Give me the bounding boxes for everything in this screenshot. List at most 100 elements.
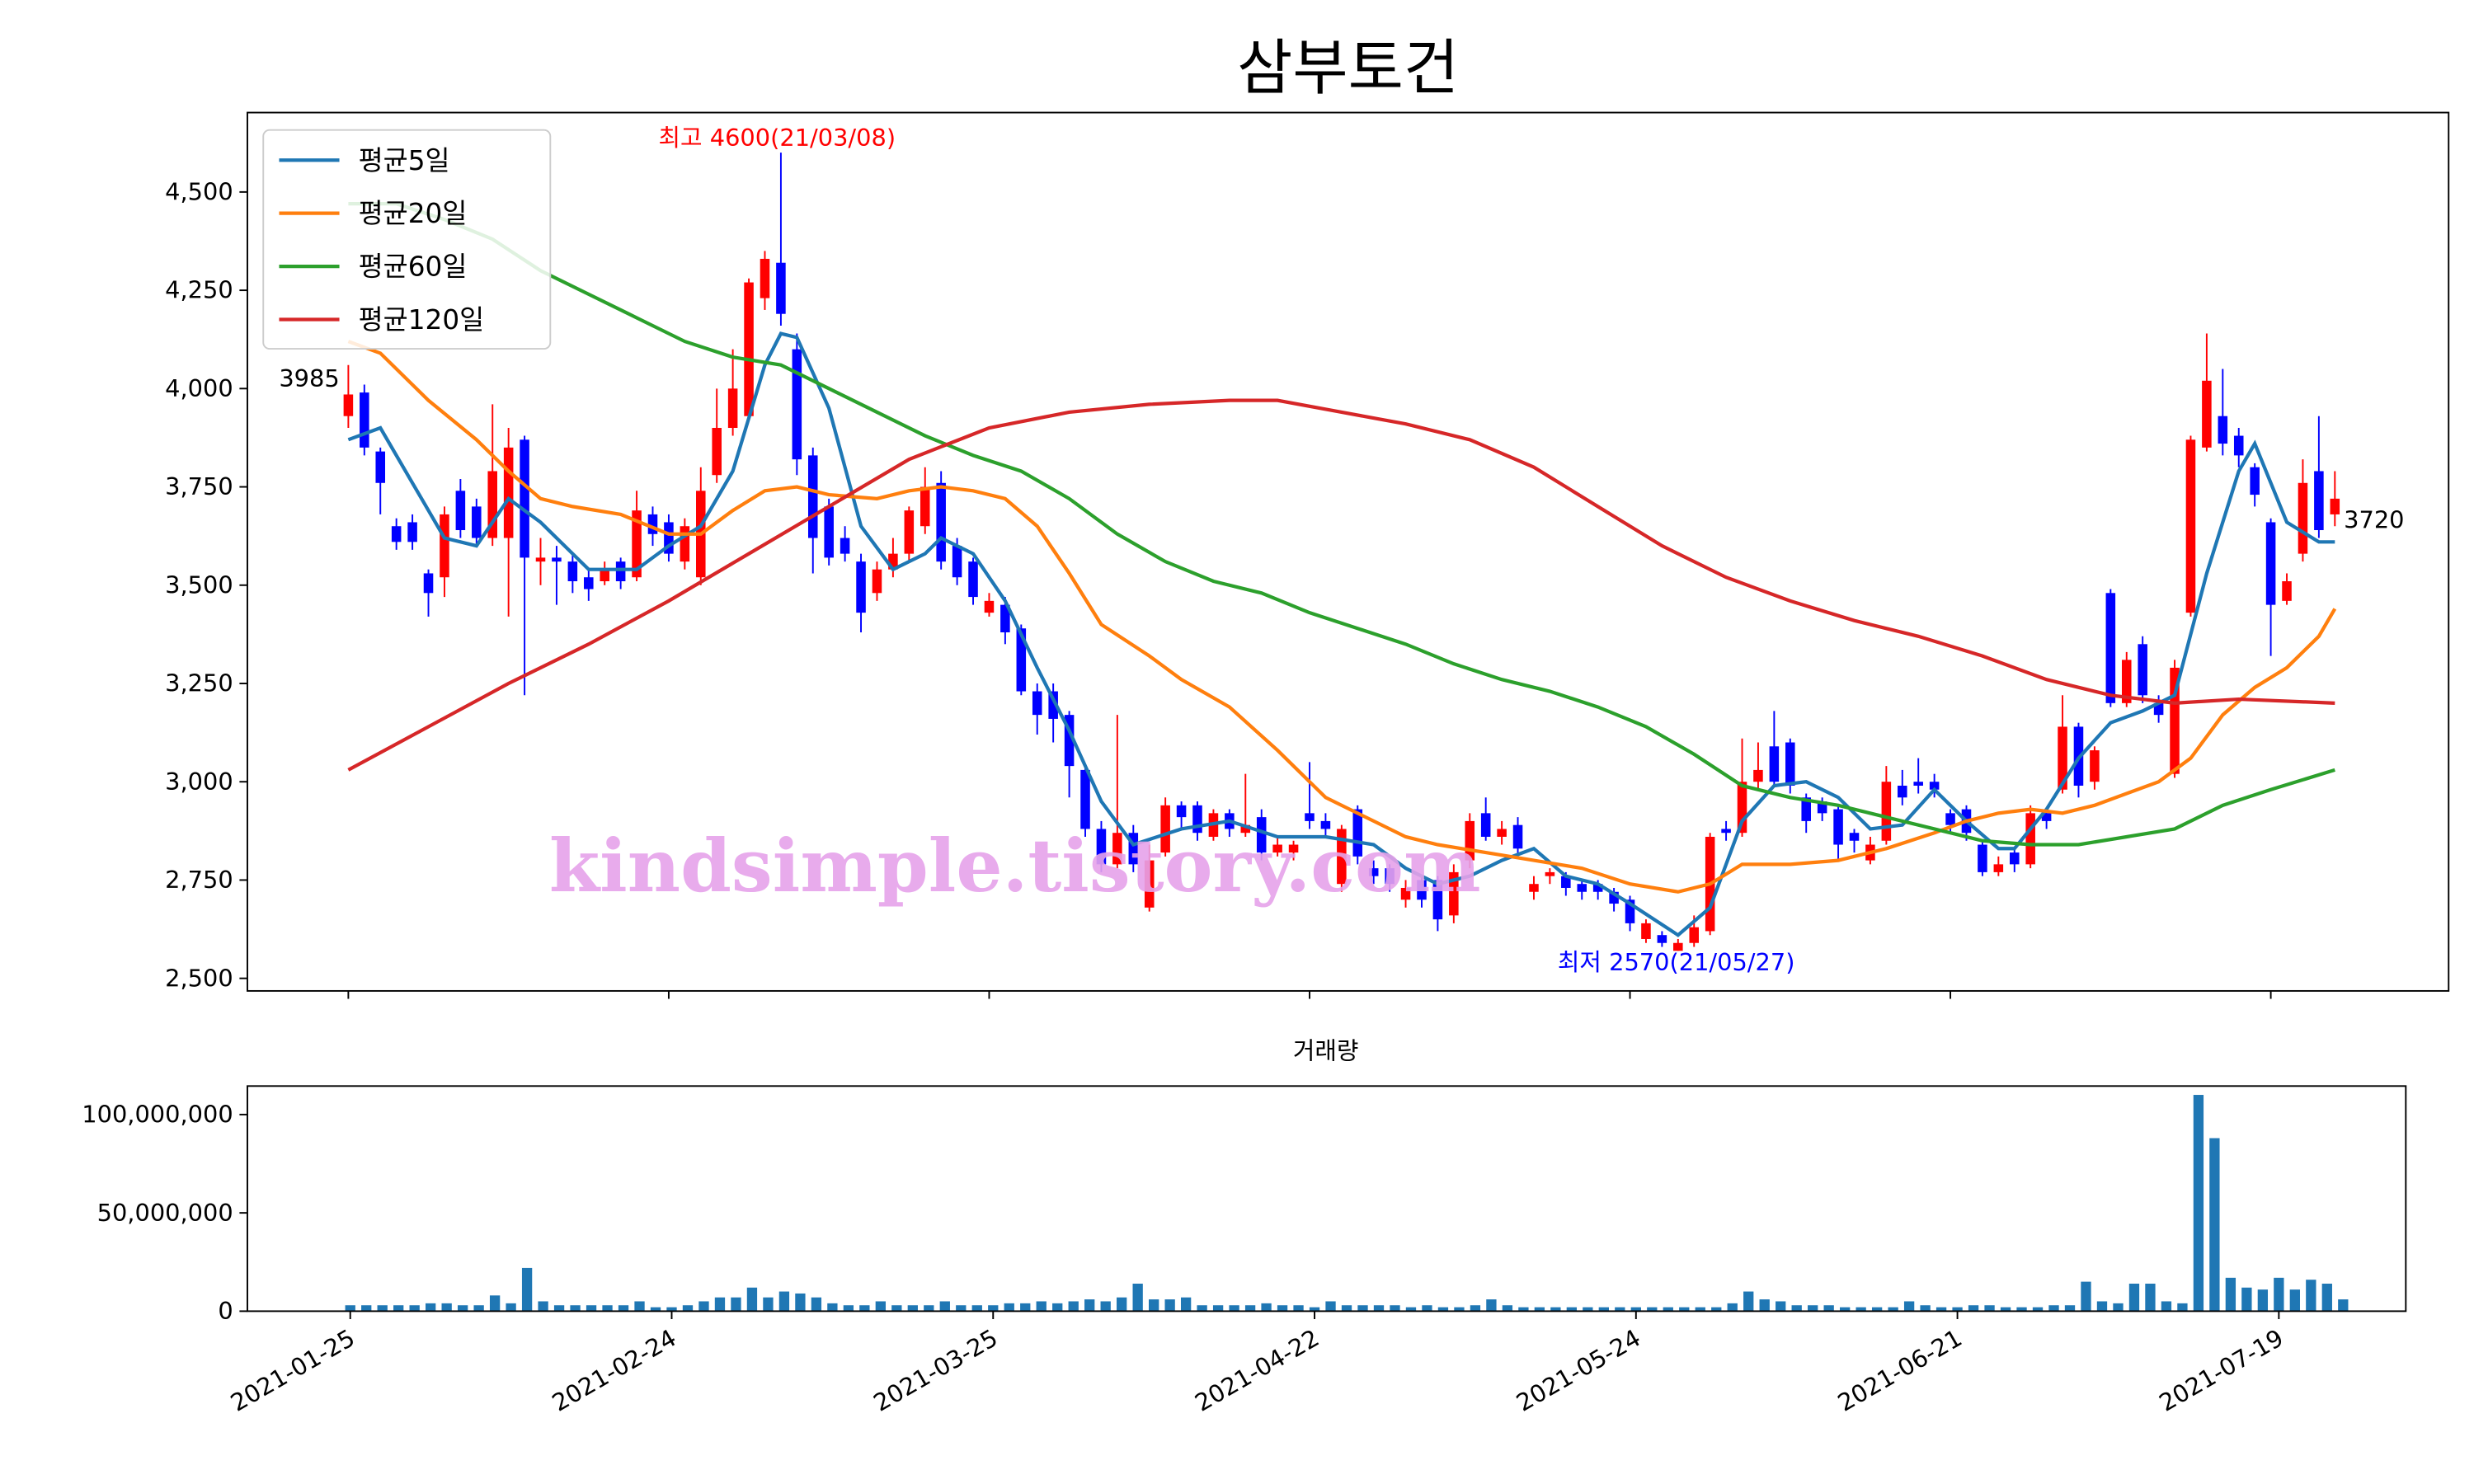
candle-body [2105, 593, 2116, 703]
volume-bar [1068, 1301, 1079, 1312]
volume-bar [1277, 1305, 1288, 1312]
candle-body [1128, 833, 1139, 865]
volume-bar [827, 1303, 838, 1312]
candle-body [856, 561, 866, 613]
volume-bar [2016, 1307, 2027, 1312]
candle-body [1561, 876, 1571, 888]
volume-bar [2145, 1283, 2156, 1312]
volume-bar [602, 1305, 613, 1312]
candle-body [1032, 691, 1042, 716]
candle-body [664, 522, 674, 554]
volume-bar [441, 1303, 452, 1312]
candle-body [1945, 813, 1955, 825]
candle-body [615, 561, 626, 581]
candle-body [2314, 471, 2324, 531]
volume-bar [426, 1303, 436, 1312]
volume-bar [1341, 1305, 1352, 1312]
volume-bar [1695, 1307, 1705, 1312]
volume-bar [2209, 1138, 2220, 1312]
candle-body [1256, 817, 1267, 853]
candle-body [2138, 644, 2147, 696]
volume-bar [1052, 1303, 1063, 1312]
volume-bar [1117, 1297, 1127, 1312]
volume-bar [1132, 1283, 1143, 1312]
volume-bar [538, 1301, 548, 1312]
candle-body [423, 573, 434, 594]
volume-bar [361, 1305, 372, 1312]
candle-body [2265, 522, 2276, 605]
volume-bar [618, 1305, 629, 1312]
volume-bar [2193, 1095, 2204, 1312]
volume-bar [795, 1293, 806, 1312]
volume-bar [1502, 1305, 1513, 1312]
candle-body [888, 553, 898, 570]
candle-body [1801, 797, 1811, 821]
candle-body [2058, 726, 2067, 790]
volume-bar [1390, 1305, 1400, 1312]
candle-body [1096, 829, 1107, 865]
candle-body [2250, 467, 2260, 495]
volume-bar [1486, 1299, 1497, 1312]
candle-body [440, 514, 449, 578]
volume-bar [393, 1305, 404, 1312]
candle-body [680, 526, 690, 562]
candle-body [1833, 809, 1843, 845]
candle-body [1625, 899, 1635, 923]
candle-body [1673, 942, 1683, 951]
volume-bar [650, 1307, 661, 1312]
volume-bar [1244, 1305, 1256, 1312]
legend-label: 평균60일 [359, 251, 468, 283]
candle-body [1993, 864, 2004, 872]
volume-bar [907, 1305, 918, 1312]
volume-bar [1437, 1307, 1449, 1312]
candle-body [1305, 813, 1315, 821]
volume-bar [746, 1287, 758, 1312]
volume-bar [924, 1305, 934, 1312]
volume-bar [1968, 1305, 1979, 1312]
volume-bar [1583, 1307, 1593, 1312]
volume-bar [1309, 1307, 1320, 1312]
candle-body [824, 506, 834, 558]
volume-bar [2128, 1283, 2140, 1312]
y-tick-label: 2,750 [165, 866, 233, 894]
volume-bar [971, 1305, 982, 1312]
y-tick-label: 4,000 [165, 374, 233, 402]
y-tick-label: 3,250 [165, 669, 233, 697]
legend-label: 평균120일 [359, 304, 485, 336]
volume-bar [1148, 1299, 1159, 1312]
candle-body [1000, 604, 1010, 632]
candle-body [647, 514, 658, 534]
candle-body [2202, 380, 2212, 448]
candle-body [2009, 852, 2020, 865]
volume-bar [1454, 1307, 1465, 1312]
volume-bar [1036, 1301, 1047, 1312]
price-plot: 2,500 2,750 3,000 3,250 3,500 3,750 4,000 4,250… [165, 153, 2340, 999]
candle-body [375, 451, 386, 483]
volume-bar [988, 1305, 999, 1312]
candle-body [2282, 580, 2292, 601]
volume-bar [1212, 1305, 1224, 1312]
candle-body [744, 282, 754, 416]
volume-bar [682, 1305, 694, 1312]
volume-bar [2241, 1287, 2252, 1312]
volume-bar [1888, 1307, 1898, 1312]
candle-body [407, 522, 417, 542]
volume-bar [489, 1295, 501, 1312]
volume-bar [1405, 1307, 1417, 1312]
first-close-annotation: 3985 [279, 364, 339, 392]
candle-body [1288, 844, 1299, 853]
ma-line [347, 398, 2335, 772]
volume-bar [714, 1297, 726, 1312]
volume-bar [1615, 1307, 1625, 1312]
volume-title: 거래량 [1293, 1037, 1359, 1065]
volume-bar [634, 1301, 645, 1312]
legend-box [262, 129, 552, 350]
candle-body [535, 557, 546, 562]
volume-bar [1840, 1307, 1851, 1312]
candle-body [1898, 785, 1907, 798]
high-annotation: 최고 4600(21/03/08) [659, 124, 896, 152]
volume-bar [1357, 1305, 1368, 1312]
candle-body [1657, 935, 1667, 943]
volume-bar [1373, 1305, 1385, 1312]
